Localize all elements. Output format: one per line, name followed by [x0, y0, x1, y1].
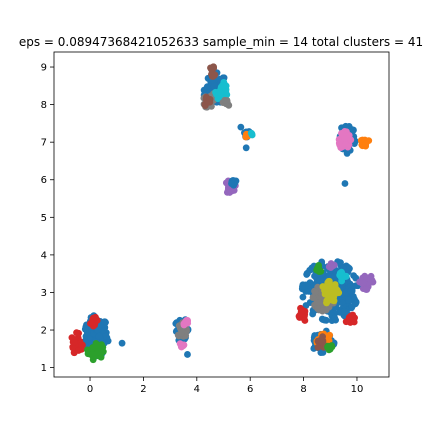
data-point	[73, 329, 80, 337]
data-point	[314, 343, 322, 351]
data-point	[299, 283, 306, 291]
data-point	[349, 127, 357, 135]
data-point	[101, 318, 108, 326]
data-point	[348, 282, 356, 290]
data-point	[214, 95, 222, 103]
data-point	[204, 98, 212, 106]
data-point	[348, 303, 356, 310]
data-point	[325, 277, 333, 285]
data-point	[341, 307, 348, 315]
data-point	[345, 296, 352, 304]
data-point	[301, 317, 309, 324]
x-tick-label: 4	[194, 384, 200, 395]
data-point	[92, 343, 100, 351]
data-point	[299, 293, 307, 301]
x-tick-label: 0	[87, 384, 93, 395]
data-point	[118, 339, 126, 347]
data-point	[332, 290, 340, 297]
data-point	[98, 341, 105, 348]
y-tick-label: 3	[41, 288, 47, 299]
data-point	[237, 123, 245, 131]
data-point	[306, 266, 314, 274]
data-point	[331, 314, 339, 322]
y-tick-label: 5	[41, 213, 47, 224]
data-point	[309, 310, 317, 318]
data-point	[321, 316, 329, 324]
x-tick-label: 10	[351, 384, 364, 395]
y-tick-label: 9	[41, 63, 47, 74]
data-point	[315, 264, 323, 272]
data-point	[336, 269, 344, 277]
data-point	[70, 339, 78, 346]
data-point	[177, 329, 185, 337]
data-point	[92, 313, 99, 321]
data-point	[182, 319, 190, 327]
data-point	[327, 263, 335, 271]
data-point	[342, 141, 350, 148]
data-point	[311, 272, 318, 280]
data-point	[210, 82, 218, 90]
y-tick-label: 8	[41, 100, 47, 111]
x-tick-label: 8	[300, 384, 306, 395]
data-point	[95, 332, 103, 340]
data-point	[248, 130, 256, 138]
data-point	[324, 334, 332, 342]
data-point	[97, 345, 105, 353]
y-tick-label: 2	[41, 326, 47, 337]
chart-title: eps = 0.08947368421052633 sample_min = 1…	[19, 35, 423, 49]
data-point	[78, 341, 85, 349]
data-point	[342, 272, 350, 280]
data-point	[328, 284, 335, 292]
data-point	[336, 141, 344, 149]
data-point	[75, 347, 82, 354]
data-point	[362, 286, 370, 293]
data-point	[102, 332, 110, 340]
data-point	[351, 314, 358, 322]
data-point	[343, 150, 351, 157]
data-point	[222, 179, 230, 187]
data-point	[341, 180, 349, 187]
x-tick-label: 6	[247, 384, 253, 395]
y-tick-label: 1	[41, 363, 47, 374]
data-point	[358, 280, 366, 287]
data-point	[81, 325, 89, 333]
data-point	[228, 180, 235, 188]
data-point	[327, 344, 335, 352]
data-point	[302, 302, 310, 309]
data-point	[346, 315, 353, 323]
data-point	[216, 89, 224, 97]
data-point	[338, 130, 345, 137]
data-point	[309, 294, 317, 301]
y-tick-label: 6	[41, 175, 47, 186]
data-point	[341, 135, 349, 142]
data-point	[362, 140, 370, 148]
plot-frame	[53, 51, 390, 378]
y-tick-label: 7	[41, 138, 47, 149]
data-points	[68, 63, 377, 364]
y-tick-label: 4	[41, 250, 47, 261]
data-point	[347, 287, 355, 295]
data-point	[296, 312, 304, 320]
data-point	[314, 305, 321, 312]
data-point	[316, 276, 324, 284]
data-point	[207, 65, 215, 73]
data-point	[311, 288, 319, 296]
data-point	[318, 338, 325, 346]
data-point	[83, 346, 91, 354]
data-point	[347, 136, 355, 144]
data-point	[221, 96, 229, 104]
x-tick-label: 2	[140, 384, 146, 395]
data-point	[226, 189, 234, 196]
data-point	[324, 288, 332, 296]
data-point	[210, 72, 218, 79]
data-point	[316, 298, 323, 306]
data-point	[367, 278, 375, 286]
data-point	[242, 144, 250, 152]
data-point	[184, 351, 191, 358]
data-point	[219, 82, 227, 90]
data-point	[177, 341, 185, 348]
